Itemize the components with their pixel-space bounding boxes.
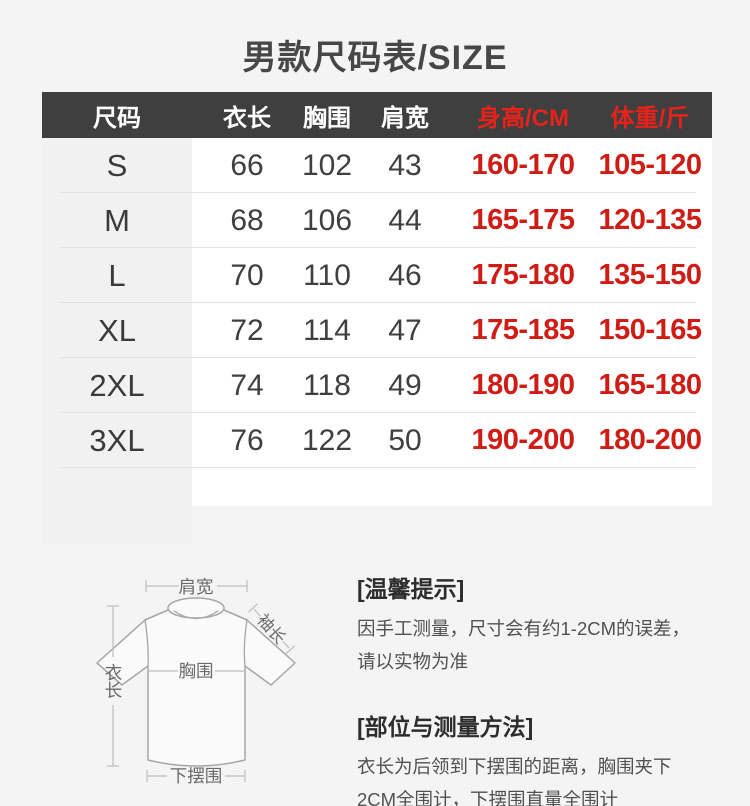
weight-cell: 180-200	[598, 424, 702, 456]
header-length: 衣长	[223, 104, 271, 132]
row-divider	[60, 247, 696, 248]
row-divider	[60, 357, 696, 358]
table-body: S 66 102 43 160-170 105-120 M 68 106 44 …	[42, 138, 712, 468]
size-cell: 3XL	[89, 422, 145, 458]
notes-section: [温馨提示] 因手工测量，尺寸会有约1-2CM的误差， 请以实物为准 [部位与测…	[357, 576, 739, 806]
chest-cell: 102	[302, 148, 353, 182]
header-height: 身高/CM	[477, 104, 569, 132]
tshirt-outline-icon	[96, 609, 296, 767]
collar-icon	[167, 597, 225, 619]
measurement-method-heading: [部位与测量方法]	[357, 714, 534, 740]
row-divider	[60, 192, 696, 193]
measurement-method-body: 衣长为后领到下摆围的距离，胸围夹下 2CM全围计，下摆围直量全围计	[357, 750, 739, 806]
weight-cell: 105-120	[598, 149, 702, 181]
table-header-row: 尺码 衣长 胸围 肩宽 身高/CM 体重/斤	[42, 92, 712, 138]
left-sleeve-seam	[144, 619, 149, 667]
row-divider	[60, 412, 696, 413]
size-cell: L	[108, 257, 126, 293]
tips-line-2: 请以实物为准	[357, 651, 469, 672]
shoulder-cell: 44	[388, 203, 422, 237]
size-column-band	[42, 92, 192, 544]
weight-cell: 150-165	[598, 314, 702, 346]
table-row: M 68 106 44 165-175 120-135	[42, 193, 712, 248]
length-cell: 72	[230, 313, 264, 347]
height-cell: 180-190	[471, 369, 575, 401]
shoulder-cell: 49	[388, 368, 422, 402]
length-cell: 76	[230, 423, 264, 457]
weight-cell: 135-150	[598, 259, 702, 291]
weight-cell: 120-135	[598, 204, 702, 236]
size-cell: M	[104, 202, 130, 238]
height-cell: 175-180	[471, 259, 575, 291]
shoulder-cell: 47	[388, 313, 422, 347]
table-row: XL 72 114 47 175-185 150-165	[42, 303, 712, 358]
chest-cell: 110	[303, 258, 351, 292]
header-weight: 体重/斤	[610, 104, 690, 132]
tips-body: 因手工测量，尺寸会有约1-2CM的误差， 请以实物为准	[357, 612, 739, 678]
chest-cell: 122	[302, 423, 353, 457]
chest-cell: 118	[303, 368, 351, 402]
method-line-1: 衣长为后领到下摆围的距离，胸围夹下	[357, 756, 672, 777]
size-cell: XL	[98, 312, 136, 348]
row-divider	[60, 467, 696, 468]
header-shoulder: 肩宽	[381, 104, 429, 132]
length-cell: 70	[230, 258, 264, 292]
size-table: 尺码 衣长 胸围 肩宽 身高/CM 体重/斤 S 66 102 43 160-1…	[42, 92, 712, 544]
height-cell: 165-175	[471, 204, 575, 236]
shoulder-cell: 50	[388, 423, 422, 457]
chest-dim-label: 胸围	[179, 661, 214, 681]
length-cell: 68	[230, 203, 264, 237]
chest-cell: 106	[302, 203, 353, 237]
neckline	[173, 610, 219, 620]
tips-line-1: 因手工测量，尺寸会有约1-2CM的误差，	[357, 618, 691, 639]
header-chest: 胸围	[303, 104, 351, 132]
method-line-2: 2CM全围计，下摆围直量全围计	[357, 789, 619, 806]
length-cell: 74	[230, 368, 264, 402]
height-cell: 175-185	[471, 314, 575, 346]
row-divider	[60, 302, 696, 303]
length-dim-line	[107, 605, 119, 767]
weight-cell: 165-180	[598, 369, 702, 401]
page-title: 男款尺码表/SIZE	[242, 39, 508, 77]
table-row: 2XL 74 118 49 180-190 165-180	[42, 358, 712, 413]
hem-dim-label: 下摆围	[170, 766, 223, 786]
tips-heading: [温馨提示]	[357, 576, 465, 602]
length-dim-label: 衣长	[103, 664, 123, 699]
table-row: 3XL 76 122 50 190-200 180-200	[42, 413, 712, 468]
shoulder-dim-line	[145, 580, 248, 592]
tshirt-measurement-diagram: 肩宽 袖长 胸围 衣长	[96, 577, 296, 786]
shoulder-cell: 43	[388, 148, 422, 182]
size-cell: S	[106, 147, 128, 183]
shoulder-cell: 46	[388, 258, 422, 292]
table-row: S 66 102 43 160-170 105-120	[42, 138, 712, 193]
hem-dim-line	[146, 770, 246, 782]
table-row: L 70 110 46 175-180 135-150	[42, 248, 712, 303]
right-sleeve-seam	[243, 619, 248, 667]
height-cell: 190-200	[471, 424, 575, 456]
shoulder-dim-label: 肩宽	[179, 577, 214, 597]
height-cell: 160-170	[471, 149, 575, 181]
size-cell: 2XL	[89, 367, 145, 403]
chest-cell: 114	[303, 313, 351, 347]
header-size: 尺码	[93, 104, 141, 132]
length-cell: 66	[230, 148, 264, 182]
